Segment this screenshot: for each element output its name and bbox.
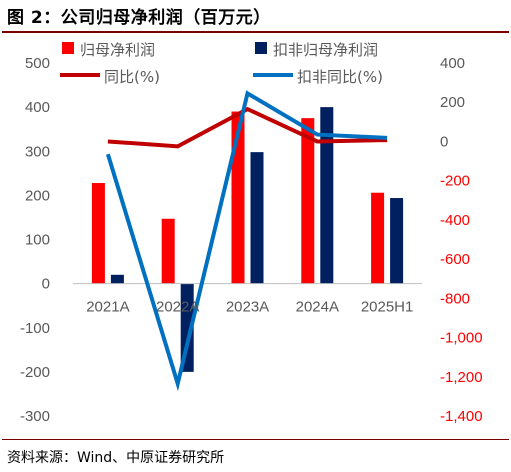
category-axis: 2021A 2022A 2023A 2024A 2025H1 <box>86 299 413 316</box>
chart: 500 400 300 200 100 0 -100 -200 -300 400 200 0 -200… <box>20 41 483 425</box>
left-axis-tick: -200 <box>20 364 50 381</box>
right-axis-tick: -1,000 <box>440 330 483 347</box>
right-axis-tick: -200 <box>440 173 470 190</box>
line-yoy <box>107 106 388 149</box>
left-axis-tick: 200 <box>25 187 50 204</box>
lines-layer <box>105 90 388 392</box>
bars-layer <box>91 107 404 372</box>
category-label: 2021A <box>86 299 129 316</box>
right-axis-tick: -1,400 <box>440 408 483 425</box>
bar-deducted-net-profit-2025H1 <box>390 198 404 284</box>
left-axis: 500 400 300 200 100 0 -100 -200 -300 <box>20 55 50 425</box>
left-axis-tick: -100 <box>20 320 50 337</box>
chart-title: 图 2：公司归母净利润（百万元） <box>7 8 271 28</box>
category-label: 2025H1 <box>361 299 414 316</box>
right-axis-tick: 400 <box>440 55 465 72</box>
bar-net-profit-2022A <box>161 218 175 284</box>
left-axis-tick: 0 <box>42 276 50 293</box>
right-axis: 400 200 0 -200 -400 -600 -800 -1,000 -1,200 -1,40… <box>440 55 483 425</box>
title-divider <box>2 31 509 33</box>
bar-net-profit-2025H1 <box>371 192 385 284</box>
source-note: 资料来源：Wind、中原证券研究所 <box>7 450 225 466</box>
left-axis-tick: 500 <box>25 55 50 72</box>
legend-label: 同比(%) <box>104 68 160 86</box>
category-label: 2024A <box>296 299 339 316</box>
legend-label: 扣非同比(%) <box>297 68 383 86</box>
source-divider <box>2 439 509 440</box>
bar-net-profit-2024A <box>301 118 315 284</box>
bar-deducted-net-profit-2021A <box>110 274 124 284</box>
category-label: 2022A <box>156 299 199 316</box>
left-axis-tick: 300 <box>25 143 50 160</box>
right-axis-tick: -400 <box>440 212 470 229</box>
bar-deducted-net-profit-2024A <box>320 107 334 284</box>
left-axis-tick: -300 <box>20 408 50 425</box>
category-label: 2023A <box>226 299 269 316</box>
legend-swatch <box>255 42 267 54</box>
bar-net-profit-2021A <box>91 183 105 284</box>
legend-label: 扣非归母净利润 <box>273 41 378 59</box>
right-axis-tick: -1,200 <box>440 369 483 386</box>
right-axis-tick: -800 <box>440 290 470 307</box>
left-axis-tick: 400 <box>25 99 50 116</box>
right-axis-tick: 200 <box>440 94 465 111</box>
left-axis-tick: 100 <box>25 232 50 249</box>
legend-label: 归母净利润 <box>80 41 155 59</box>
line-deducted-yoy <box>105 90 388 392</box>
legend-swatch <box>62 42 74 54</box>
right-axis-tick: 0 <box>440 133 448 150</box>
bar-deducted-net-profit-2023A <box>250 152 264 284</box>
right-axis-tick: -600 <box>440 251 470 268</box>
